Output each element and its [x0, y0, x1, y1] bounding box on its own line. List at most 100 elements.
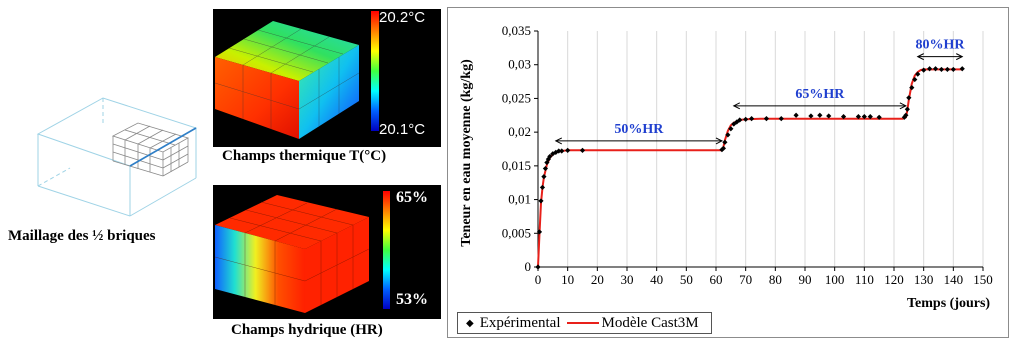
experimental-point — [904, 106, 910, 112]
experimental-point — [867, 114, 873, 120]
experimental-point — [743, 116, 749, 122]
thermal-colorbar-min: 20.1°C — [379, 121, 426, 138]
experimental-point — [565, 147, 571, 153]
experimental-point — [950, 66, 956, 73]
thermal-caption: Champs thermique T(°C) — [222, 148, 387, 164]
experimental-point — [553, 149, 559, 155]
experimental-point — [728, 126, 734, 132]
experimental-point — [808, 113, 814, 119]
hydric-colorbar-min: 53% — [396, 291, 428, 308]
experimental-point — [539, 184, 546, 191]
experimental-point — [901, 114, 907, 120]
brick-mesh-illustration — [36, 97, 198, 217]
experimental-point — [725, 132, 731, 138]
hydric-colorbar — [383, 191, 390, 309]
experimental-point — [944, 66, 950, 73]
y-tick-label: 0,015 — [502, 158, 531, 173]
experimental-point — [938, 66, 945, 73]
arrow-head-right — [956, 53, 964, 61]
experimental-point — [778, 116, 784, 122]
x-tick-label: 100 — [825, 272, 845, 287]
experimental-point — [734, 119, 740, 125]
experimental-point — [855, 114, 861, 120]
x-tick-label: 110 — [855, 272, 874, 287]
experimental-point — [903, 112, 909, 118]
experimental-point — [906, 95, 912, 101]
y-tick-label: 0 — [525, 259, 532, 274]
experimental-point — [556, 148, 562, 154]
y-tick-label: 0,035 — [502, 23, 531, 38]
hydric-field-panel: 65% 53% — [213, 185, 441, 319]
x-tick-label: 90 — [799, 272, 812, 287]
x-tick-label: 20 — [591, 272, 604, 287]
x-tick-label: 150 — [973, 272, 993, 287]
experimental-point — [817, 112, 823, 118]
x-tick-label: 130 — [914, 272, 934, 287]
experimental-point — [731, 121, 737, 127]
mesh-caption: Maillage des ½ briques — [8, 228, 156, 244]
experimental-point — [861, 114, 867, 120]
x-tick-label: 140 — [944, 272, 964, 287]
arrow-head-left — [732, 102, 741, 110]
hydric-field-render — [214, 195, 370, 313]
experimental-point — [826, 113, 832, 119]
x-tick-label: 50 — [680, 272, 693, 287]
experimental-point — [541, 174, 547, 180]
y-axis-label: Teneur en eau moyenne (kg/kg) — [459, 59, 474, 247]
experimental-point — [579, 147, 586, 153]
diamond-marker-icon: ◆ — [466, 317, 474, 329]
experimental-point — [927, 66, 933, 72]
water-content-chart: 0 10 20 30 40 50 60 70 80 90 100 110 120 130 140 150 0 0,… — [459, 23, 993, 311]
experimental-point — [763, 116, 770, 122]
thermal-colorbar-max: 20.2°C — [379, 9, 426, 26]
experimental-point — [535, 264, 541, 270]
experimental-point — [793, 112, 799, 118]
y-tick-label: 0,005 — [502, 225, 531, 240]
experimental-point — [737, 117, 743, 123]
annotation-label: 50%HR — [614, 122, 664, 137]
legend-label-model: Modèle Cast3M — [601, 314, 699, 331]
annotation-label: 80%HR — [915, 38, 965, 53]
experimental-point — [538, 198, 544, 204]
x-tick-label: 80 — [769, 272, 782, 287]
y-tick-label: 0,03 — [508, 57, 531, 72]
experimental-point — [840, 114, 847, 120]
y-tick-label: 0,02 — [508, 124, 531, 139]
experimental-point — [909, 85, 915, 91]
experimental-point — [722, 139, 728, 145]
legend-item-experimental: ◆ Expérimental — [462, 315, 561, 332]
experimental-point — [749, 116, 755, 122]
line-swatch-icon — [566, 322, 599, 324]
legend-label-experimental: Expérimental — [479, 314, 561, 331]
x-tick-label: 120 — [884, 272, 904, 287]
experimental-point — [932, 66, 939, 72]
arrow-head-right — [899, 102, 907, 110]
experimental-point — [959, 66, 965, 72]
x-tick-label: 30 — [621, 272, 634, 287]
x-tick-label: 60 — [710, 272, 723, 287]
x-tick-label: 0 — [535, 272, 542, 287]
y-tick-label: 0,01 — [508, 192, 531, 207]
thermal-field-panel: 20.2°C 20.1°C — [213, 9, 441, 147]
chart-area: 0 10 20 30 40 50 60 70 80 90 100 110 120 130 140 150 0 0,… — [447, 7, 1009, 338]
experimental-point — [915, 71, 921, 77]
chart-legend: ◆ Expérimental Modèle Cast3M — [457, 312, 712, 334]
experimental-point — [921, 67, 927, 73]
legend-item-model: Modèle Cast3M — [566, 314, 699, 332]
experimental-point — [719, 147, 725, 153]
experimental-point — [876, 114, 882, 120]
experimental-point — [720, 145, 727, 151]
arrow-head-left — [916, 53, 924, 61]
x-tick-label: 40 — [650, 272, 663, 287]
arrow-head-left — [554, 137, 563, 145]
experimental-point — [536, 229, 543, 235]
x-tick-label: 10 — [561, 272, 574, 287]
model-series-line — [537, 68, 963, 268]
thermal-field-render — [214, 21, 360, 139]
hydric-colorbar-max: 65% — [396, 189, 428, 206]
experimental-point — [559, 148, 565, 154]
thermal-colorbar — [371, 11, 379, 131]
experimental-point — [912, 76, 918, 83]
y-tick-label: 0,025 — [502, 90, 531, 105]
x-axis-label: Temps (jours) — [907, 296, 990, 311]
